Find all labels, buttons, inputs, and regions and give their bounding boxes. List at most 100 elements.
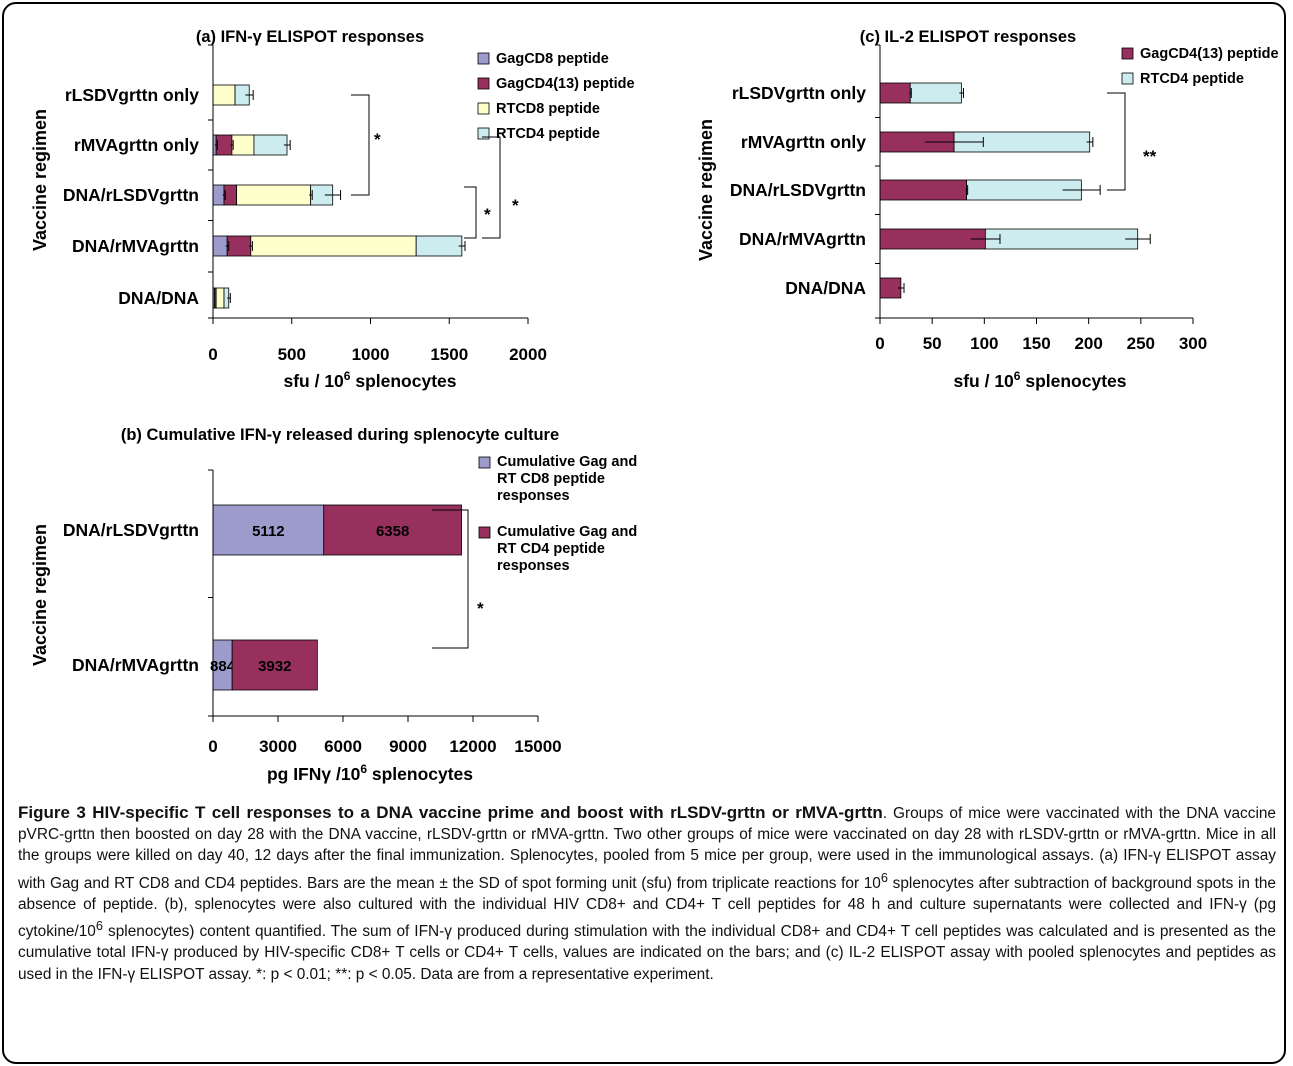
legend-swatch bbox=[478, 526, 491, 539]
x-axis-title-sup: 6 bbox=[344, 369, 351, 383]
x-tick-label: 300 bbox=[1179, 334, 1207, 353]
x-tick-label: 200 bbox=[1074, 334, 1102, 353]
significance-marker: * bbox=[477, 599, 484, 618]
legend-label: Cumulative Gag and bbox=[497, 524, 637, 540]
caption-body-2: splenocytes after subtraction of backgro… bbox=[18, 874, 1276, 941]
legend-label: Cumulative Gag and bbox=[497, 454, 637, 470]
significance-bracket bbox=[432, 509, 469, 649]
y-axis-title: Vaccine regimen bbox=[30, 524, 50, 666]
bar-segment-rtcd4-peptide bbox=[415, 235, 463, 257]
bar-segment-rtcd8-peptide bbox=[231, 134, 255, 156]
y-category-label: DNA/DNA bbox=[118, 288, 199, 308]
chart-panel-b: 5112 6358 884 3932 0 3000 6000 9000 12000 15000 DN… bbox=[30, 426, 637, 784]
x-axis-title: sfu / 106 splenocytes bbox=[953, 369, 1126, 391]
y-category-label: DNA/DNA bbox=[785, 278, 866, 298]
bar-segment-cumulative-gag-and-rt-cd4-peptide-responses bbox=[323, 504, 462, 556]
caption-superscript-2: 6 bbox=[95, 918, 103, 934]
bar-segment-gagcd4-13-peptide bbox=[879, 179, 967, 201]
bar-segment-gagcd4-13-peptide bbox=[879, 82, 911, 104]
y-axis-title: Vaccine regimen bbox=[696, 119, 716, 261]
legend-label: RT CD8 peptide bbox=[497, 471, 605, 487]
bar-segment-cumulative-gag-and-rt-cd4-peptide-responses bbox=[231, 639, 318, 691]
legend-label: GagCD4(13) peptide bbox=[1140, 46, 1279, 62]
caption-superscript: 6 bbox=[880, 869, 889, 885]
significance-bracket bbox=[482, 136, 501, 239]
legend-label: GagCD4(13) peptide bbox=[496, 76, 635, 92]
y-category-label: DNA/rMVAgrttn bbox=[72, 236, 199, 256]
figure-caption: Figure 3 HIV-specific T cell responses t… bbox=[18, 802, 1276, 985]
x-axis-title-main: pg IFNγ /10 bbox=[267, 764, 361, 784]
y-axis-title: Vaccine regimen bbox=[30, 109, 50, 251]
bar-segment-gagcd8-peptide bbox=[212, 235, 228, 257]
legend-label: RT CD4 peptide bbox=[497, 541, 605, 557]
bar-value-label: 3932 bbox=[258, 658, 291, 675]
x-axis-title-sup: 6 bbox=[1014, 369, 1021, 383]
bar-value-label: 5112 bbox=[252, 523, 285, 540]
y-category-label: DNA/rMVAgrttn bbox=[72, 655, 199, 675]
bar-segment-rtcd8-peptide bbox=[236, 184, 312, 206]
x-axis-title-tail: splenocytes bbox=[1020, 371, 1126, 391]
significance-marker: * bbox=[374, 130, 381, 149]
legend-label: RTCD4 peptide bbox=[1140, 71, 1244, 87]
bar-segment-gagcd4-13-peptide bbox=[223, 184, 238, 206]
legend-swatch bbox=[1121, 72, 1134, 85]
legend-label: responses bbox=[497, 488, 570, 504]
significance-marker: * bbox=[512, 196, 519, 215]
legend-swatch bbox=[477, 52, 490, 65]
y-category-label: DNA/rMVAgrttn bbox=[739, 229, 866, 249]
chart-panel-a: 0 500 1000 1500 2000 rLSDVgrttn only rMVAgrttn… bbox=[30, 28, 635, 391]
caption-body-3: splenocytes) content quantified. The sum… bbox=[18, 923, 1276, 983]
chart-title: (c) IL-2 ELISPOT responses bbox=[860, 28, 1076, 46]
chart-title: (a) IFN-γ ELISPOT responses bbox=[196, 28, 424, 46]
x-tick-label: 3000 bbox=[259, 737, 297, 756]
significance-bracket bbox=[1107, 92, 1126, 191]
bar-segment-gagcd4-13-peptide bbox=[215, 134, 233, 156]
x-tick-label: 1500 bbox=[430, 345, 468, 364]
legend-swatch bbox=[477, 127, 490, 140]
x-tick-label: 150 bbox=[1022, 334, 1050, 353]
x-axis-title-main: sfu / 10 bbox=[283, 371, 344, 391]
bar-segment-rtcd8-peptide bbox=[250, 235, 417, 257]
x-tick-label: 50 bbox=[923, 334, 942, 353]
x-axis-title: pg IFNγ /106 splenocytes bbox=[267, 762, 473, 784]
x-tick-label: 100 bbox=[970, 334, 998, 353]
x-tick-label: 0 bbox=[875, 334, 884, 353]
bar-value-label: 6358 bbox=[376, 523, 409, 540]
x-tick-label: 12000 bbox=[449, 737, 496, 756]
bar-segment-rtcd4-peptide bbox=[253, 134, 288, 156]
significance-bracket bbox=[351, 94, 370, 196]
legend-swatch bbox=[477, 102, 490, 115]
x-axis-title-tail: splenocytes bbox=[367, 764, 473, 784]
x-axis-title-tail: splenocytes bbox=[350, 371, 456, 391]
caption-body: . Groups of mice were vaccinated with th… bbox=[18, 805, 1276, 892]
chart-title: (b) Cumulative IFN-γ released during spl… bbox=[121, 426, 559, 444]
bar-segment-gagcd8-peptide bbox=[212, 184, 225, 206]
x-axis-title: sfu / 106 splenocytes bbox=[283, 369, 456, 391]
x-tick-label: 6000 bbox=[324, 737, 362, 756]
bar-segment-rtcd4-peptide bbox=[909, 82, 962, 104]
bar-segment-gagcd4-13-peptide bbox=[226, 235, 252, 257]
x-tick-label: 500 bbox=[278, 345, 306, 364]
x-axis-title-sup: 6 bbox=[360, 762, 367, 776]
legend-swatch bbox=[477, 77, 490, 90]
bar-value-label: 884 bbox=[210, 658, 236, 675]
x-tick-label: 2000 bbox=[509, 345, 547, 364]
x-tick-label: 0 bbox=[208, 345, 217, 364]
bar-segment-rtcd8-peptide bbox=[212, 84, 236, 106]
y-category-label: DNA/rLSDVgrttn bbox=[63, 520, 199, 540]
y-category-label: DNA/rLSDVgrttn bbox=[63, 185, 199, 205]
y-category-label: rLSDVgrttn only bbox=[732, 83, 866, 103]
bar-segment-rtcd8-peptide bbox=[215, 287, 225, 309]
caption-heading: Figure 3 HIV-specific T cell responses t… bbox=[18, 803, 883, 822]
legend-swatch bbox=[478, 456, 491, 469]
significance-marker: ** bbox=[1143, 147, 1157, 166]
legend-label: RTCD4 peptide bbox=[496, 126, 600, 142]
bar-segment-gagcd4-13-peptide bbox=[879, 228, 986, 250]
significance-marker: * bbox=[484, 205, 491, 224]
significance-bracket bbox=[464, 186, 477, 239]
x-tick-label: 250 bbox=[1127, 334, 1155, 353]
bar-segment-gagcd4-13-peptide bbox=[879, 277, 902, 299]
legend-label: RTCD8 peptide bbox=[496, 101, 600, 117]
